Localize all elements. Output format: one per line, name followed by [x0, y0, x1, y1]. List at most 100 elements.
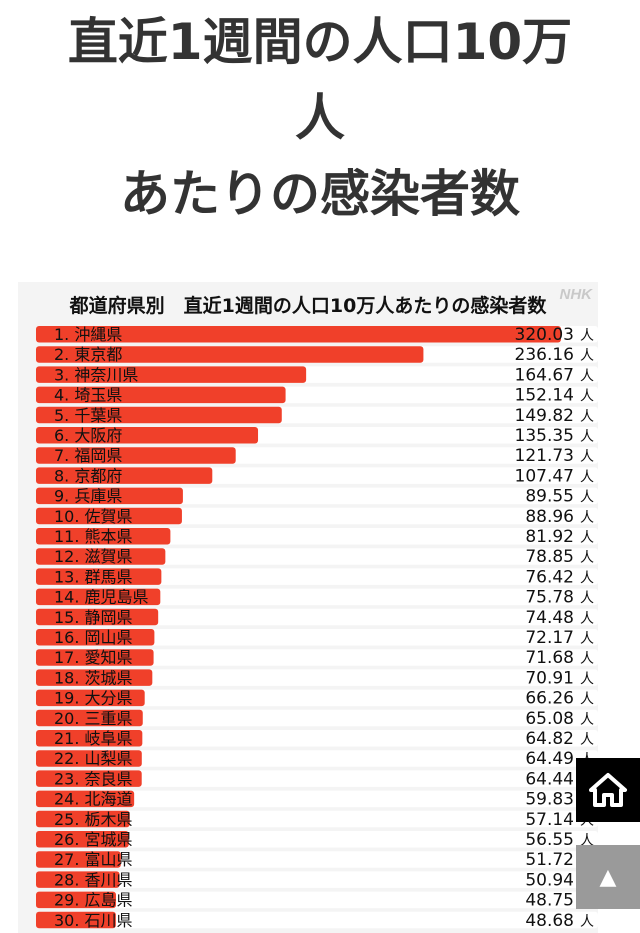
value-label: 88.96	[525, 507, 574, 527]
unit-label: 人	[580, 348, 594, 364]
category-label: 29. 広島県	[54, 891, 133, 910]
bar	[36, 669, 153, 686]
bar-track	[36, 588, 598, 606]
bar	[36, 851, 121, 868]
value-label: 71.68	[525, 648, 574, 668]
bar	[36, 406, 282, 424]
unit-label: 人	[580, 449, 594, 465]
page-title-line-2: 人	[295, 89, 345, 147]
bar-track	[36, 851, 598, 868]
bar-track	[36, 568, 598, 585]
bar-track	[36, 649, 598, 666]
value-label: 75.78	[525, 588, 574, 608]
bar-chart: 1. 沖縄県 320.03 人 2. 東京都 236.16 人 3. 神奈川県 164.67 人…	[36, 325, 598, 931]
bar	[36, 507, 182, 525]
value-label: 65.08	[525, 709, 574, 729]
bar	[36, 487, 183, 505]
category-label: 17. 愛知県	[54, 648, 133, 667]
bar-track	[36, 770, 598, 787]
category-label: 21. 岐阜県	[54, 729, 133, 748]
unit-label: 人	[580, 591, 594, 607]
unit-label: 人	[580, 914, 594, 930]
category-label: 25. 栃木県	[54, 810, 133, 829]
category-label: 1. 沖縄県	[54, 325, 122, 344]
value-label: 72.17	[525, 628, 574, 648]
bar	[36, 386, 286, 404]
category-label: 3. 神奈川県	[54, 365, 138, 384]
bar	[36, 790, 135, 808]
bar	[36, 911, 116, 929]
bar-track	[36, 891, 598, 909]
bar	[36, 608, 159, 626]
value-label: 59.83	[525, 790, 574, 810]
bar-track	[36, 750, 598, 767]
bar-track	[36, 548, 598, 565]
value-label: 121.73	[515, 446, 574, 466]
category-label: 13. 群馬県	[54, 567, 133, 586]
unit-label: 人	[580, 570, 594, 586]
bar-track	[36, 669, 598, 686]
category-label: 24. 北海道	[54, 790, 133, 809]
arrow-up-icon: ▲	[599, 864, 617, 890]
bar-track	[36, 689, 598, 707]
category-label: 8. 京都府	[54, 466, 122, 485]
unit-label: 人	[580, 328, 594, 344]
category-label: 2. 東京都	[54, 345, 122, 364]
unit-label: 人	[580, 368, 594, 384]
value-label: 78.85	[525, 547, 574, 567]
unit-label: 人	[580, 712, 594, 728]
bar-track	[36, 709, 598, 727]
value-label: 81.92	[525, 527, 574, 547]
bar	[36, 528, 171, 545]
value-label: 48.75	[525, 891, 574, 911]
category-label: 30. 石川県	[54, 911, 133, 930]
bar	[36, 548, 166, 565]
chart-panel: 都道府県別 直近1週間の人口10万人あたりの感染者数 NHK 1. 沖縄県 320…	[18, 282, 598, 933]
bar-track	[36, 790, 598, 808]
bar	[36, 730, 143, 747]
unit-label: 人	[580, 530, 594, 546]
unit-label: 人	[580, 692, 594, 708]
value-label: 76.42	[525, 567, 574, 587]
category-label: 6. 大阪府	[54, 426, 122, 445]
value-label: 48.68	[525, 911, 574, 931]
unit-label: 人	[580, 469, 594, 485]
unit-label: 人	[580, 550, 594, 566]
value-label: 152.14	[515, 386, 574, 406]
value-label: 66.26	[525, 689, 574, 709]
chart-title: 都道府県別 直近1週間の人口10万人あたりの感染者数	[69, 295, 547, 317]
bar	[36, 750, 142, 767]
value-label: 57.14	[525, 810, 574, 830]
bar	[36, 588, 161, 606]
unit-label: 人	[580, 389, 594, 405]
page-title: 直近1週間の人口10万 人 あたりの感染者数	[0, 0, 640, 232]
scroll-top-button[interactable]: ▲	[576, 845, 640, 909]
bar-track	[36, 831, 598, 848]
value-label: 89.55	[525, 487, 574, 507]
bar-track	[36, 528, 598, 545]
bar	[36, 467, 213, 484]
category-label: 9. 兵庫県	[54, 487, 122, 506]
category-label: 28. 香川県	[54, 870, 133, 889]
value-label: 64.82	[525, 729, 574, 749]
bar-track	[36, 871, 598, 888]
value-label: 320.03	[515, 325, 574, 345]
value-label: 51.72	[525, 850, 574, 870]
category-label: 5. 千葉県	[54, 406, 122, 425]
bar	[36, 810, 130, 828]
value-label: 107.47	[515, 466, 574, 486]
category-label: 12. 滋賀県	[54, 547, 133, 566]
bar	[36, 447, 236, 464]
category-label: 7. 福岡県	[54, 446, 122, 465]
bar	[36, 568, 162, 585]
value-label: 70.91	[525, 668, 574, 688]
value-label: 164.67	[515, 365, 574, 385]
bar	[36, 871, 120, 888]
unit-label: 人	[580, 510, 594, 526]
category-label: 20. 三重県	[54, 709, 133, 728]
page-title-line-1: 直近1週間の人口10万	[67, 13, 573, 71]
value-label: 149.82	[515, 406, 574, 426]
category-label: 27. 富山県	[54, 850, 133, 869]
home-button[interactable]	[576, 758, 640, 822]
bar	[36, 891, 116, 909]
